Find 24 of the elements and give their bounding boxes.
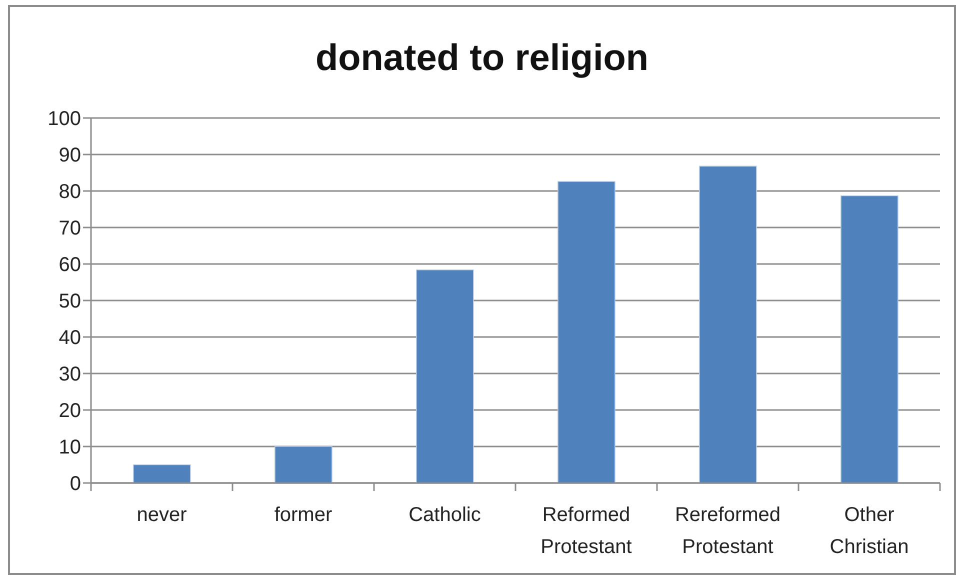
y-tick-label: 90 bbox=[58, 144, 81, 167]
bar bbox=[416, 269, 474, 483]
y-tick-label: 80 bbox=[58, 181, 81, 204]
x-tick-label: Reformed Protestant bbox=[540, 504, 632, 558]
x-tick-label: never bbox=[136, 504, 188, 526]
bar bbox=[699, 166, 757, 483]
x-tick-label: former bbox=[274, 504, 332, 526]
bar bbox=[558, 181, 616, 483]
y-tick-label: 20 bbox=[58, 400, 81, 422]
x-tick-label: Catholic bbox=[408, 504, 481, 526]
y-tick-label: 30 bbox=[58, 364, 81, 386]
bar bbox=[133, 464, 191, 483]
bar bbox=[274, 446, 332, 483]
y-tick-label: 40 bbox=[58, 327, 81, 350]
bar bbox=[840, 195, 898, 483]
x-tick-label: Other Christian bbox=[830, 504, 909, 558]
y-tick-label: 10 bbox=[58, 436, 81, 459]
x-tick-label: Rereformed Protestant bbox=[674, 504, 781, 558]
chart-title: donated to religion bbox=[314, 37, 650, 79]
y-tick-label: 100 bbox=[48, 108, 81, 130]
y-tick-label: 70 bbox=[58, 218, 81, 240]
y-tick-label: 60 bbox=[58, 254, 81, 276]
y-tick-label: 50 bbox=[58, 290, 81, 313]
y-tick-label: 0 bbox=[70, 473, 81, 496]
